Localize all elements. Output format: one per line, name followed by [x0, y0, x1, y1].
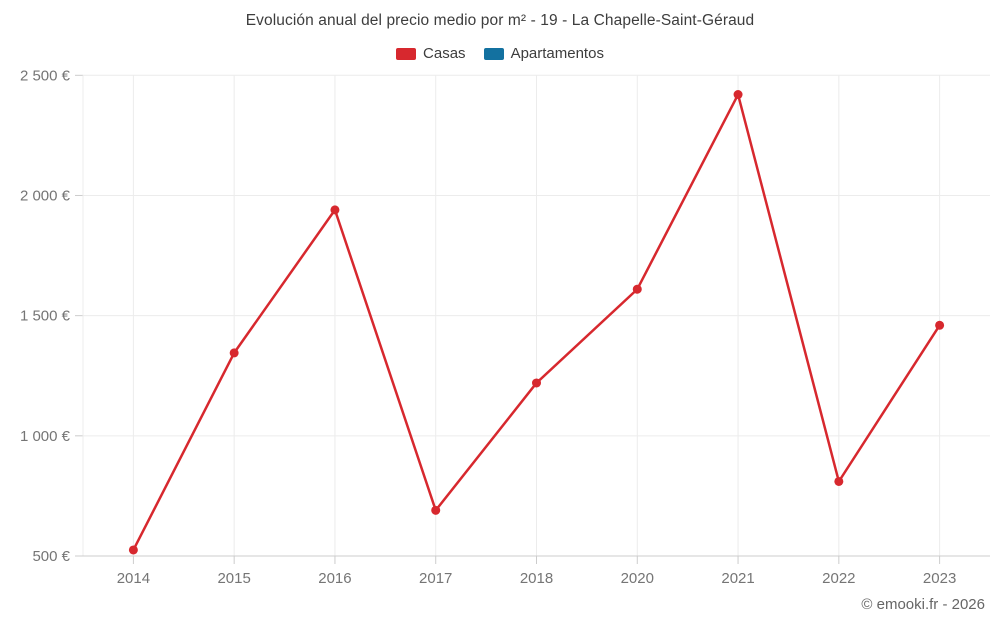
x-tick-label: 2018 — [520, 570, 553, 587]
y-tick-label: 500 € — [32, 548, 70, 565]
x-tick-label: 2020 — [621, 570, 654, 587]
x-tick-label: 2017 — [419, 570, 452, 587]
data-point-casas-2021[interactable] — [733, 90, 743, 100]
data-point-casas-2014[interactable] — [128, 545, 138, 555]
chart-title: Evolución anual del precio medio por m² … — [245, 12, 755, 29]
x-tick-label: 2023 — [923, 570, 956, 587]
data-point-casas-2023[interactable] — [935, 320, 945, 330]
chart-legend: Casas Apartamentos — [0, 45, 1000, 62]
legend-swatch-apartamentos — [483, 47, 504, 60]
data-point-casas-2020[interactable] — [632, 284, 642, 294]
data-point-casas-2018[interactable] — [532, 378, 541, 388]
x-tick-label: 2014 — [117, 570, 150, 587]
y-tick-label: 1 500 € — [20, 308, 71, 325]
y-tick-label: 1 000 € — [20, 428, 71, 445]
legend-label: Apartamentos — [510, 45, 604, 62]
legend-item-casas[interactable]: Casas — [396, 45, 466, 62]
y-tick-label: 2 500 € — [20, 67, 71, 84]
x-tick-label: 2021 — [721, 570, 754, 587]
legend-label: Casas — [423, 45, 466, 62]
data-point-casas-2015[interactable] — [229, 348, 239, 358]
footer-credit: © emooki.fr - 2026 — [861, 596, 985, 613]
x-tick-label: 2022 — [822, 570, 855, 587]
y-tick-label: 2 000 € — [20, 187, 71, 204]
legend-swatch-casas — [396, 47, 417, 60]
data-point-casas-2017[interactable] — [431, 505, 441, 515]
legend-item-apartamentos[interactable]: Apartamentos — [483, 45, 604, 62]
data-point-casas-2022[interactable] — [834, 476, 844, 486]
x-tick-label: 2016 — [318, 570, 351, 587]
x-tick-label: 2015 — [217, 570, 250, 587]
data-point-casas-2016[interactable] — [330, 205, 340, 215]
